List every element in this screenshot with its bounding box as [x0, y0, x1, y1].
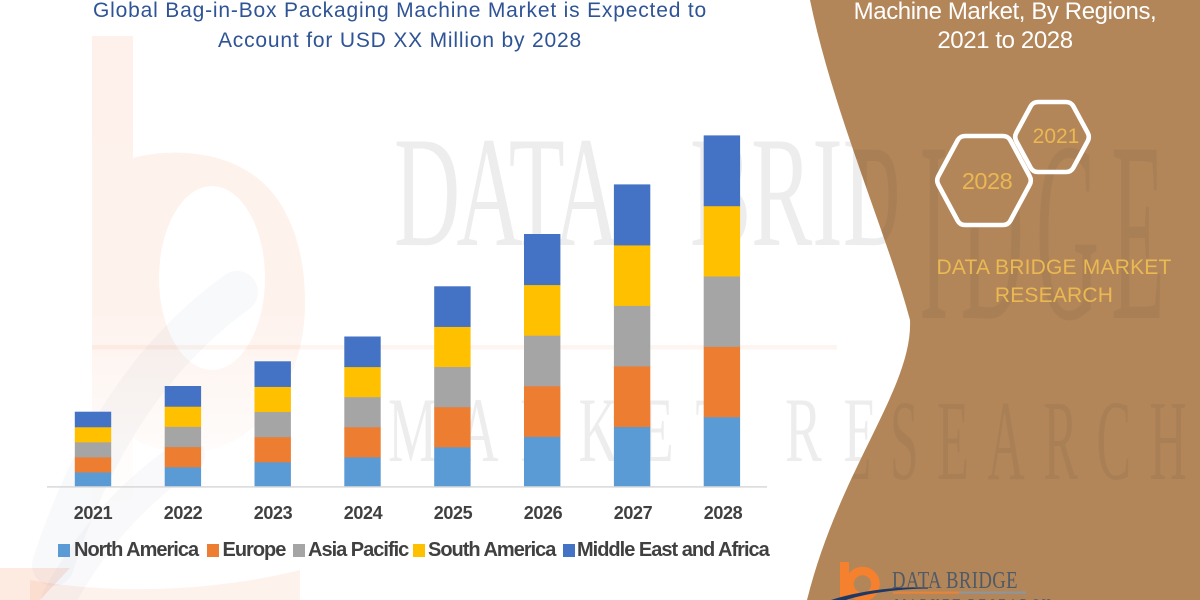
svg-text:MARKET RESEARCH: MARKET RESEARCH	[895, 596, 1053, 600]
svg-text:DATA BRIDGE: DATA BRIDGE	[892, 567, 1018, 594]
svg-text:DATA: DATA	[394, 104, 620, 279]
